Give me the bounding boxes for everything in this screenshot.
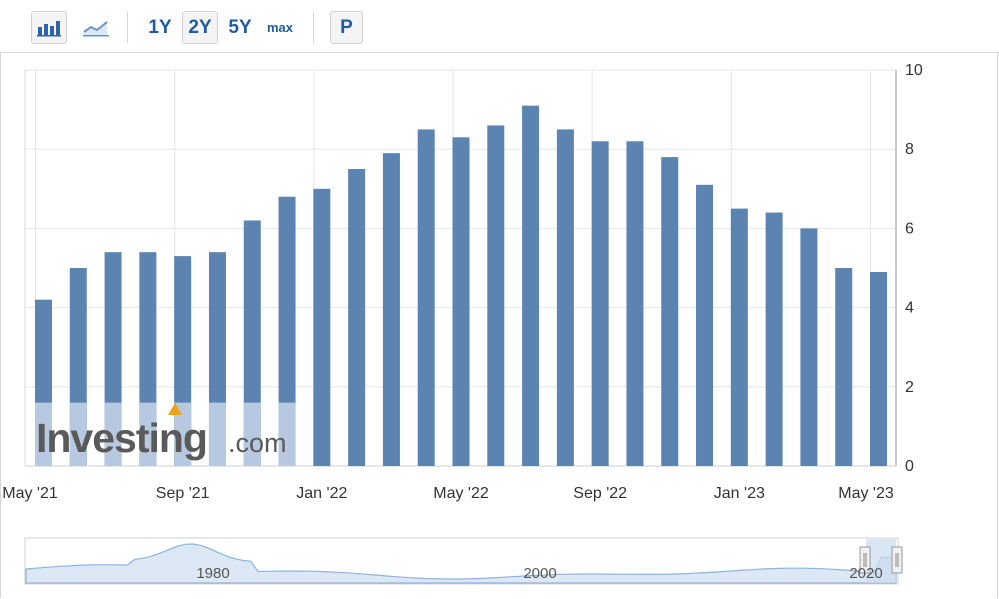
line-chart-icon[interactable] bbox=[78, 11, 114, 44]
navigator-tick-label: 1980 bbox=[196, 565, 229, 582]
x-tick-label: May '23 bbox=[838, 485, 894, 502]
y-axis: 0 2 4 6 8 10 bbox=[905, 62, 923, 475]
bar[interactable] bbox=[696, 184, 714, 466]
y-tick-label: 2 bbox=[905, 379, 914, 396]
navigator-tick-label: 2000 bbox=[523, 565, 556, 582]
bar[interactable] bbox=[417, 129, 435, 466]
bar-overlay bbox=[278, 402, 296, 466]
bar-overlay bbox=[243, 402, 261, 466]
y-tick-label: 8 bbox=[905, 141, 914, 158]
range-2y-button[interactable]: 2Y bbox=[182, 11, 218, 44]
x-tick-label: Jan '23 bbox=[714, 485, 765, 502]
range-1y-button[interactable]: 1Y bbox=[148, 16, 172, 38]
watermark-overlay bbox=[35, 402, 296, 466]
y-tick-label: 10 bbox=[905, 62, 923, 79]
period-button[interactable]: P bbox=[330, 11, 363, 44]
bar[interactable] bbox=[452, 137, 470, 466]
bar-overlay bbox=[69, 402, 87, 466]
chart-toolbar: 1Y 2Y 5Y max P bbox=[0, 0, 999, 53]
bar[interactable] bbox=[800, 228, 818, 466]
bar-overlay bbox=[104, 402, 122, 466]
bar[interactable] bbox=[591, 141, 609, 466]
y-tick-label: 0 bbox=[905, 458, 914, 475]
bar-overlay bbox=[139, 402, 157, 466]
bar[interactable] bbox=[765, 212, 783, 466]
range-5y-button[interactable]: 5Y bbox=[228, 16, 252, 38]
bar-overlay bbox=[174, 402, 192, 466]
x-axis: May '21 Sep '21 Jan '22 May '22 Sep '22 Jan '… bbox=[2, 485, 894, 502]
bar-overlay bbox=[208, 402, 226, 466]
svg-text:.com: .com bbox=[228, 428, 287, 458]
bar-overlay bbox=[35, 402, 52, 466]
toolbar-separator bbox=[313, 12, 314, 43]
toolbar-separator bbox=[127, 12, 128, 43]
bars bbox=[35, 105, 887, 467]
bar[interactable] bbox=[382, 153, 400, 466]
x-tick-label: Sep '22 bbox=[573, 485, 627, 502]
bar[interactable] bbox=[835, 268, 853, 466]
bar[interactable] bbox=[661, 157, 679, 466]
bar[interactable] bbox=[487, 125, 505, 466]
navigator-left-handle[interactable] bbox=[859, 546, 871, 574]
x-tick-label: Sep '21 bbox=[156, 485, 210, 502]
bar[interactable] bbox=[313, 188, 331, 467]
y-tick-label: 6 bbox=[905, 220, 914, 237]
bar[interactable] bbox=[870, 271, 887, 466]
range-max-button[interactable]: max bbox=[266, 20, 294, 35]
bar[interactable] bbox=[348, 169, 366, 466]
navigator-selection[interactable] bbox=[866, 539, 896, 583]
navigator-tick-label: 2020 bbox=[849, 565, 882, 582]
navigator-right-handle[interactable] bbox=[891, 546, 903, 574]
x-tick-label: May '22 bbox=[433, 485, 489, 502]
investing-logo: Investing .com bbox=[36, 403, 287, 461]
bar-chart-icon[interactable] bbox=[31, 11, 67, 44]
x-tick-label: Jan '22 bbox=[296, 485, 347, 502]
range-navigator[interactable]: 1980 2000 2020 bbox=[0, 530, 999, 598]
navigator-series bbox=[25, 543, 897, 584]
bar[interactable] bbox=[626, 141, 644, 466]
bar[interactable] bbox=[556, 129, 574, 466]
bar[interactable] bbox=[522, 105, 540, 466]
svg-text:Investing: Investing bbox=[36, 415, 207, 461]
x-tick-label: May '21 bbox=[2, 485, 58, 502]
bar-chart: 0 2 4 6 8 10 May '21 Sep '21 Jan '22 May '22 Sep … bbox=[2, 62, 923, 502]
bar[interactable] bbox=[278, 196, 296, 466]
y-tick-label: 4 bbox=[905, 300, 914, 317]
bar[interactable] bbox=[730, 208, 748, 466]
